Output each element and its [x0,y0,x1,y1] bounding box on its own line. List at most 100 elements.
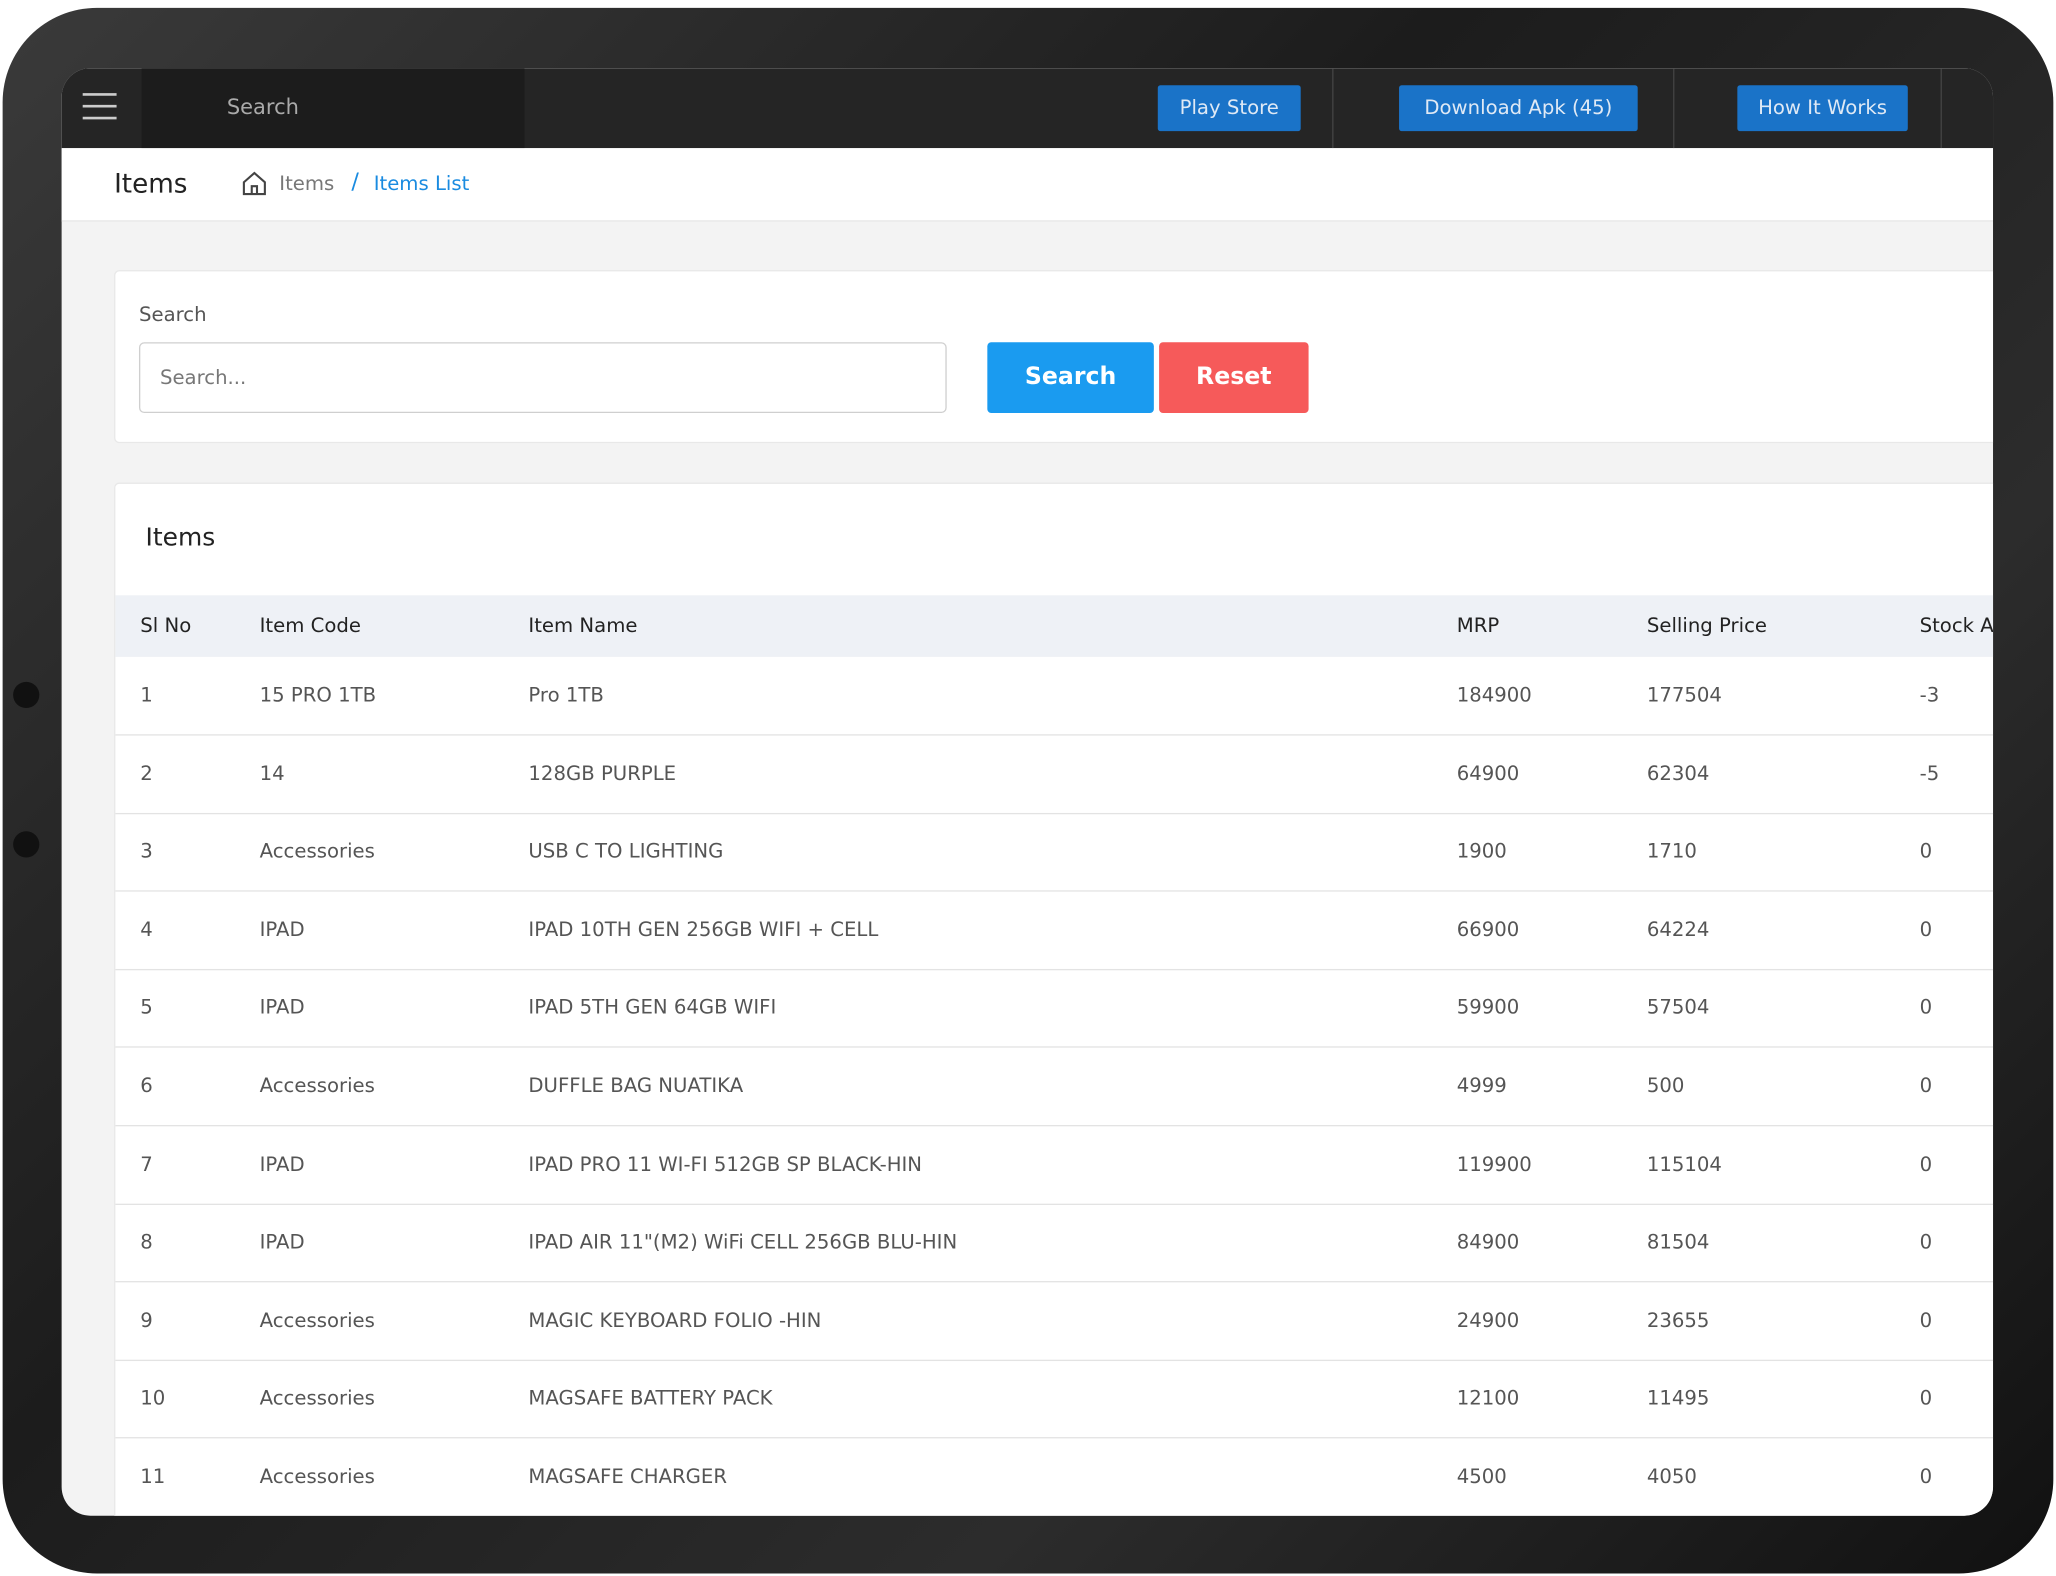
download-apk-button[interactable]: Download Apk (45) [1399,85,1638,132]
table-cell: USB C TO LIGHTING [528,839,724,864]
row-divider [115,1359,1994,1361]
table-cell: 64224 [1646,917,1710,942]
table-cell: 81504 [1646,1230,1710,1254]
table-cell: 15 PRO 1TB [259,683,377,707]
table-cell: 0 [1919,839,1933,864]
play-store-button[interactable]: Play Store [1157,85,1301,132]
table-cell: 10 [140,1386,166,1411]
breadcrumb-bar: Items Items / Items List [61,148,1994,222]
column-header: Stock A [1919,613,1994,638]
row-divider [115,890,1994,892]
table-cell: 128GB PURPLE [528,761,677,785]
row-divider [115,734,1994,736]
page-title: Items [114,167,188,200]
nav-search-placeholder: Search [226,94,299,120]
table-cell: 9 [140,1308,153,1332]
table-cell: 4 [140,917,153,942]
table-cell: 64900 [1456,761,1520,785]
row-divider [115,1281,1994,1283]
table-cell: 84900 [1456,1230,1520,1254]
table-cell: 0 [1919,917,1933,942]
table-cell: 184900 [1456,683,1532,707]
table-cell: 59900 [1456,995,1520,1020]
home-icon[interactable] [241,170,267,196]
table-cell: Accessories [259,1464,375,1489]
separator [1332,68,1334,149]
table-cell: 115104 [1646,1152,1722,1176]
column-header: Sl No [140,613,192,638]
table-cell: IPAD AIR 11"(M2) WiFi CELL 256GB BLU-HIN [528,1230,958,1254]
table-cell: DUFFLE BAG NUATIKA [528,1073,744,1098]
table-cell: -3 [1919,683,1940,707]
search-card: Search Search... Search Reset [114,270,1994,444]
table-cell: 1900 [1456,839,1507,864]
table-cell: 0 [1919,1073,1933,1098]
search-placeholder: Search... [159,365,247,390]
breadcrumb-current: Items List [373,171,470,196]
table-cell: 8 [140,1230,153,1254]
top-nav: Search Play Store Download Apk (45) How … [61,68,1994,149]
table-cell: 7 [140,1152,153,1176]
reset-button[interactable]: Reset [1159,342,1309,414]
table-cell: MAGSAFE BATTERY PACK [528,1386,773,1411]
separator [1673,68,1675,149]
screen: Search Play Store Download Apk (45) How … [61,68,1994,1516]
side-button [13,681,40,709]
table-cell: 500 [1646,1073,1685,1098]
table-cell: MAGIC KEYBOARD FOLIO -HIN [528,1308,822,1332]
table-cell: 0 [1919,995,1933,1020]
separator [1940,68,1942,149]
table-cell: 0 [1919,1386,1933,1411]
breadcrumb-divider: / [351,169,359,196]
table-cell: IPAD [259,917,305,942]
table-cell: 4500 [1456,1464,1507,1489]
table-title: Items [145,523,216,553]
table-cell: IPAD [259,995,305,1020]
table-cell: 57504 [1646,995,1710,1020]
menu-icon[interactable] [82,92,117,121]
search-label: Search [138,302,207,327]
table-cell: 11495 [1646,1386,1710,1411]
search-input[interactable]: Search... [138,342,947,414]
table-cell: 24900 [1456,1308,1520,1332]
side-button [13,831,40,858]
table-cell: 1 [140,683,153,707]
table-header [115,595,1994,657]
row-divider [115,1125,1994,1127]
table-cell: 0 [1919,1464,1933,1489]
table-cell: 12100 [1456,1386,1520,1411]
table-cell: Accessories [259,1073,375,1098]
row-divider [115,968,1994,971]
table-cell: IPAD [259,1230,305,1254]
table-cell: 62304 [1646,761,1710,785]
table-cell: 2 [140,761,153,785]
column-header: Item Code [259,613,362,638]
table-cell: 4999 [1456,1073,1507,1098]
table-cell: 119900 [1456,1152,1532,1176]
row-divider [115,1046,1994,1049]
row-divider [115,1203,1994,1205]
table-cell: IPAD PRO 11 WI-FI 512GB SP BLACK-HIN [528,1152,923,1176]
breadcrumb-link[interactable]: Items [279,171,335,196]
table-cell: 14 [259,761,285,785]
table-cell: 66900 [1456,917,1520,942]
table-cell: 0 [1919,1152,1933,1176]
table-cell: 11 [140,1464,166,1489]
nav-search[interactable]: Search [141,68,525,149]
table-cell: IPAD 10TH GEN 256GB WIFI + CELL [528,917,879,942]
table-cell: 1710 [1646,839,1697,864]
table-cell: 0 [1919,1308,1933,1332]
table-cell: Accessories [259,1308,375,1332]
row-divider [115,812,1994,814]
table-cell: Pro 1TB [528,683,604,707]
table-cell: 5 [140,995,153,1020]
table-cell: 177504 [1646,683,1722,707]
table-cell: MAGSAFE CHARGER [528,1464,728,1489]
table-cell: Accessories [259,839,375,864]
table-cell: 0 [1919,1230,1933,1254]
table-cell: IPAD [259,1152,305,1176]
table-cell: Accessories [259,1386,375,1411]
how-it-works-button[interactable]: How It Works [1737,85,1908,132]
search-button[interactable]: Search [987,342,1154,414]
